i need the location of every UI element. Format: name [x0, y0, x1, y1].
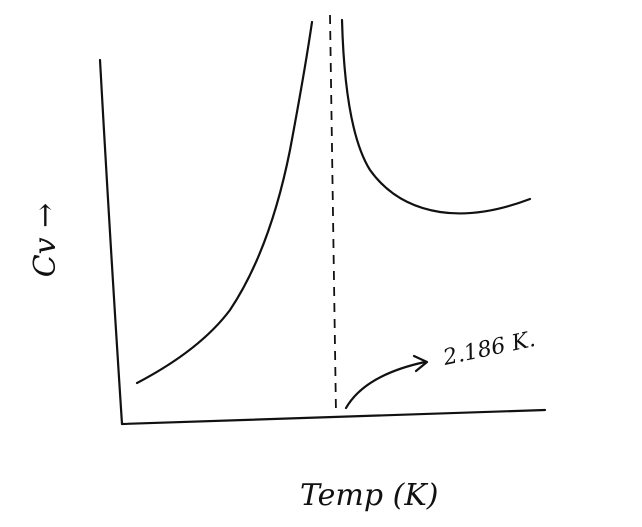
annotation: 2.186 K. — [440, 327, 538, 371]
x-axis — [120, 408, 547, 426]
curve-right — [340, 18, 532, 215]
y-label: Cv → — [28, 203, 63, 278]
x-label: Temp (K) — [300, 478, 438, 513]
annotation-arrow — [344, 360, 427, 410]
arrow-head — [412, 354, 429, 373]
lambda-line — [329, 14, 337, 415]
y-axis — [98, 58, 124, 426]
curve-left — [135, 20, 314, 385]
